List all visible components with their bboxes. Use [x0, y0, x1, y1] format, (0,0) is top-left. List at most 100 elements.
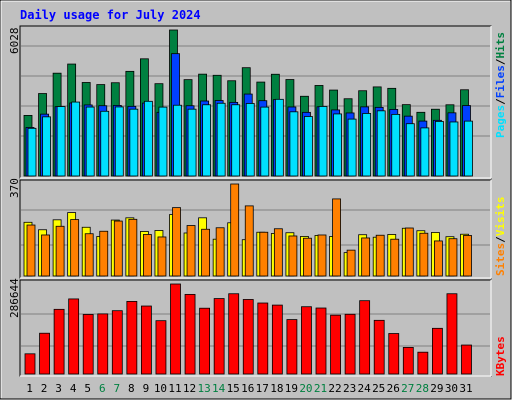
bar-kbytes [82, 314, 94, 375]
bar-kbytes [388, 333, 400, 375]
bar-kbytes [417, 351, 429, 375]
x-tick-label: 9 [143, 382, 150, 395]
bar-pages [173, 104, 182, 177]
x-tick-label: 26 [387, 382, 400, 395]
bar-sites [55, 225, 65, 277]
bar-kbytes [402, 347, 414, 375]
x-tick-label: 5 [84, 382, 91, 395]
bar-kbytes [242, 299, 254, 375]
bar-pages [231, 104, 241, 177]
bar-sites [390, 238, 400, 277]
bar-sites [84, 233, 94, 277]
x-tick-label: 3 [55, 382, 62, 395]
bar-kbytes [199, 307, 211, 375]
bar-kbytes [330, 314, 341, 375]
bar-pages [289, 111, 299, 177]
x-tick-label: 12 [183, 382, 196, 395]
bar-sites [230, 183, 240, 277]
bar-sites [317, 234, 327, 277]
bar-pages [304, 116, 313, 177]
bar-pages [376, 110, 386, 177]
bar-pages [187, 108, 197, 177]
bar-sites [433, 240, 443, 277]
legend-panel-3: KBytes [494, 336, 507, 376]
bar-pages [420, 127, 430, 177]
x-tick-label: 22 [328, 382, 341, 395]
bar-kbytes [315, 307, 327, 375]
x-tick-label: 15 [227, 382, 240, 395]
bar-sites [288, 235, 298, 277]
bar-sites [41, 234, 50, 277]
bar-kbytes [39, 332, 50, 375]
x-tick-label: 23 [343, 382, 356, 395]
bar-sites [448, 238, 458, 277]
x-tick-label: 27 [401, 382, 414, 395]
bar-kbytes [373, 319, 385, 375]
x-tick-label: 6 [99, 382, 106, 395]
x-tick-label: 31 [459, 382, 472, 395]
x-axis-labels: 1 2 3 4 5 6 7 8 9 10 11 12 13 14 15 16 17 18 19 20 21 22 23 24 2… [26, 382, 472, 395]
bar-kbytes [301, 306, 312, 375]
bars-layer [21, 29, 490, 375]
bar-sites [172, 207, 181, 277]
legend-sep-2: / [494, 58, 507, 65]
bar-sites [142, 234, 152, 277]
bar-kbytes [184, 293, 196, 375]
bar-pages [347, 118, 357, 177]
bar-pages [318, 106, 328, 177]
x-tick-label: 29 [430, 382, 443, 395]
bar-kbytes [68, 298, 80, 375]
x-tick-label: 13 [197, 382, 210, 395]
bar-pages [391, 113, 401, 177]
bar-pages [260, 106, 270, 177]
bar-sites [463, 235, 472, 277]
bar-sites [375, 234, 385, 277]
bar-pages [158, 106, 168, 177]
bar-pages [114, 106, 124, 177]
bar-kbytes [111, 310, 123, 375]
legend-hits: Hits [494, 32, 507, 59]
x-tick-label: 28 [416, 382, 429, 395]
bar-pages [333, 113, 342, 177]
x-tick-label: 18 [270, 382, 283, 395]
x-tick-label: 17 [256, 382, 269, 395]
bar-pages [449, 121, 459, 177]
x-tick-label: 30 [445, 382, 458, 395]
bar-sites [259, 231, 269, 277]
bar-pages [202, 104, 212, 177]
bar-kbytes [126, 301, 138, 375]
bar-kbytes [271, 304, 283, 375]
bar-kbytes [257, 302, 269, 375]
x-tick-label: 11 [168, 382, 181, 395]
bar-pages [27, 127, 37, 177]
bar-sites [128, 218, 138, 277]
bar-sites [346, 249, 356, 277]
x-tick-label: 1 [26, 382, 33, 395]
bar-pages [85, 106, 95, 177]
panel-3-ymax-label: 286644 [8, 278, 21, 318]
bar-kbytes [170, 283, 181, 375]
bar-pages [143, 100, 153, 177]
x-tick-label: 4 [70, 382, 77, 395]
x-tick-label: 21 [314, 382, 327, 395]
bar-sites [332, 198, 341, 277]
bar-kbytes [140, 305, 152, 375]
chart-title: Daily usage for July 2024 [20, 8, 201, 22]
bar-sites [215, 227, 225, 277]
bar-sites [303, 237, 312, 277]
legend-kbytes: KBytes [494, 336, 507, 376]
bar-kbytes [24, 353, 36, 375]
bar-sites [186, 225, 196, 277]
x-tick-label: 24 [358, 382, 372, 395]
x-tick-label: 7 [113, 382, 120, 395]
bar-pages [245, 103, 255, 177]
bar-pages [56, 106, 66, 177]
x-tick-label: 20 [299, 382, 312, 395]
bar-pages [42, 116, 51, 177]
x-tick-label: 2 [41, 382, 48, 395]
bar-kbytes [213, 298, 225, 375]
x-tick-label: 10 [154, 382, 167, 395]
legend-sep-1: / [494, 98, 507, 105]
bar-pages [405, 123, 415, 177]
bar-pages [434, 121, 444, 177]
